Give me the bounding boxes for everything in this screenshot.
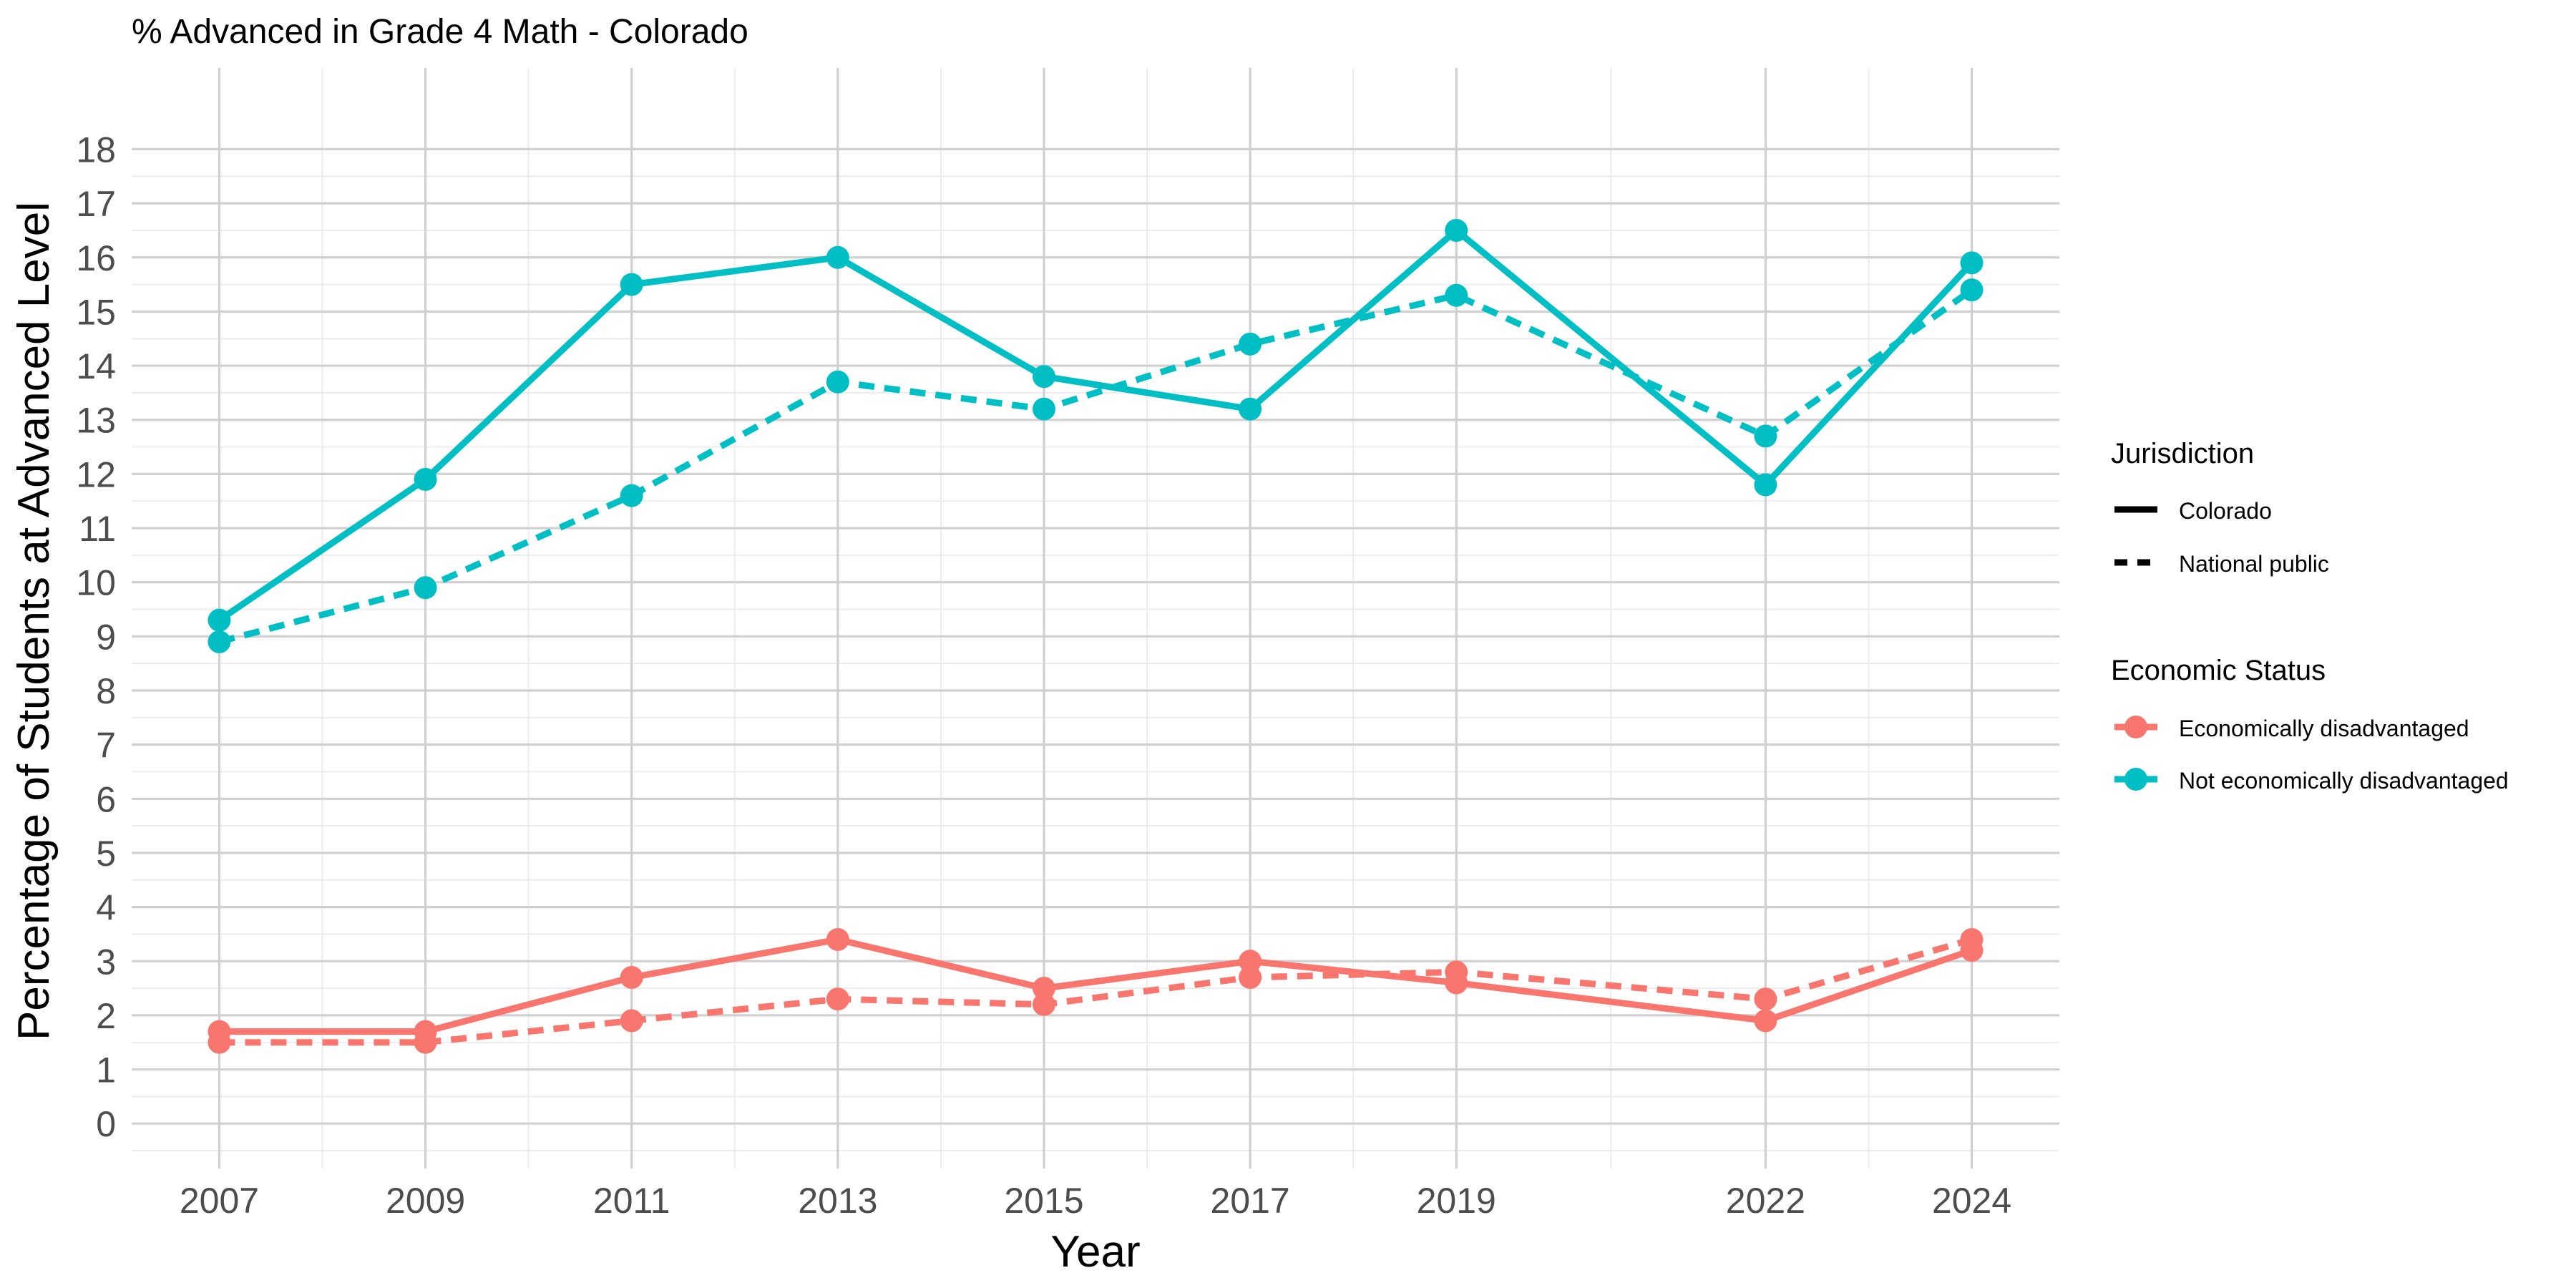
data-point-economically-disadvantaged-colorado-2015 — [1032, 977, 1055, 1000]
major-grid — [132, 68, 2059, 1169]
data-point-economically-disadvantaged-national-public-2022 — [1754, 987, 1777, 1011]
y-tick-label: 9 — [96, 617, 116, 657]
data-point-not-economically-disadvantaged-national-public-2013 — [826, 370, 849, 394]
y-tick-label: 16 — [76, 238, 116, 278]
data-point-not-economically-disadvantaged-national-public-2022 — [1754, 424, 1777, 448]
y-tick-label: 14 — [76, 346, 116, 386]
data-point-not-economically-disadvantaged-national-public-2017 — [1239, 332, 1262, 356]
data-point-not-economically-disadvantaged-colorado-2024 — [1960, 251, 1984, 275]
y-tick-label: 11 — [79, 509, 116, 549]
data-point-economically-disadvantaged-national-public-2007 — [208, 1030, 231, 1054]
y-tick-label: 1 — [96, 1050, 116, 1091]
data-point-not-economically-disadvantaged-national-public-2009 — [414, 576, 437, 600]
legend-title-jurisdiction: Jurisdiction — [2111, 438, 2254, 469]
y-tick-label: 0 — [96, 1104, 116, 1144]
data-point-economically-disadvantaged-colorado-2013 — [826, 927, 849, 951]
data-point-not-economically-disadvantaged-colorado-2007 — [208, 608, 231, 632]
y-tick-label: 13 — [76, 401, 116, 441]
data-point-not-economically-disadvantaged-national-public-2007 — [208, 630, 231, 653]
x-tick-label: 2022 — [1726, 1181, 1805, 1221]
data-point-not-economically-disadvantaged-colorado-2013 — [826, 245, 849, 269]
y-tick-label: 6 — [96, 779, 116, 819]
y-tick-label: 2 — [96, 996, 116, 1036]
data-point-economically-disadvantaged-colorado-2011 — [620, 965, 643, 989]
legend-title-economic-status: Economic Status — [2111, 655, 2326, 686]
data-point-not-economically-disadvantaged-national-public-2015 — [1032, 397, 1055, 421]
data-point-economically-disadvantaged-national-public-2015 — [1032, 992, 1055, 1016]
legend-key-point-not-economically-disadvantaged — [2124, 768, 2147, 791]
y-tick-label: 5 — [96, 834, 116, 874]
data-point-not-economically-disadvantaged-colorado-2015 — [1032, 365, 1055, 389]
legend-label-national-public: National public — [2179, 551, 2329, 577]
y-tick-label: 15 — [76, 292, 116, 332]
x-tick-label: 2011 — [593, 1181, 670, 1221]
series-layer — [208, 218, 1984, 1054]
x-tick-label: 2019 — [1417, 1181, 1496, 1221]
legend-label-colorado: Colorado — [2179, 498, 2272, 524]
legend-label-economically-disadvantaged: Economically disadvantaged — [2179, 716, 2469, 741]
x-tick-label: 2013 — [798, 1181, 877, 1221]
legend: Jurisdiction Colorado National public Ec… — [2111, 438, 2509, 794]
x-tick-label: 2015 — [1004, 1181, 1083, 1221]
data-point-economically-disadvantaged-national-public-2019 — [1445, 960, 1468, 984]
y-axis-title: Percentage of Students at Advanced Level — [9, 202, 59, 1040]
y-tick-label: 7 — [96, 726, 116, 766]
data-point-economically-disadvantaged-national-public-2024 — [1960, 927, 1984, 951]
x-tick-labels: 2007 2009 2011 2013 2015 2017 2019 2022 2024 — [180, 1181, 2011, 1221]
legend-key-point-economically-disadvantaged — [2124, 716, 2147, 738]
data-point-economically-disadvantaged-national-public-2011 — [620, 1009, 643, 1033]
data-point-economically-disadvantaged-national-public-2009 — [414, 1030, 437, 1054]
data-point-economically-disadvantaged-colorado-2017 — [1239, 950, 1262, 973]
x-tick-label: 2024 — [1932, 1181, 2011, 1221]
y-tick-label: 18 — [76, 130, 116, 170]
minor-grid — [132, 68, 2059, 1169]
legend-label-not-economically-disadvantaged: Not economically disadvantaged — [2179, 768, 2509, 794]
data-point-not-economically-disadvantaged-colorado-2022 — [1754, 473, 1777, 497]
data-point-economically-disadvantaged-colorado-2022 — [1754, 1009, 1777, 1033]
chart-title: % Advanced in Grade 4 Math - Colorado — [132, 13, 748, 51]
data-point-not-economically-disadvantaged-national-public-2019 — [1445, 283, 1468, 307]
data-point-economically-disadvantaged-national-public-2013 — [826, 987, 849, 1011]
y-tick-label: 12 — [76, 454, 116, 494]
x-axis-title: Year — [1050, 1227, 1140, 1277]
data-point-not-economically-disadvantaged-national-public-2024 — [1960, 278, 1984, 302]
data-point-not-economically-disadvantaged-colorado-2017 — [1239, 397, 1262, 421]
y-tick-label: 17 — [76, 184, 116, 224]
data-point-economically-disadvantaged-national-public-2017 — [1239, 965, 1262, 989]
y-tick-label: 4 — [96, 888, 116, 928]
x-tick-label: 2017 — [1210, 1181, 1289, 1221]
y-tick-label: 3 — [96, 942, 116, 982]
y-tick-label: 8 — [96, 671, 116, 711]
y-tick-label: 10 — [76, 563, 116, 603]
data-point-not-economically-disadvantaged-colorado-2019 — [1445, 218, 1468, 242]
x-tick-label: 2007 — [180, 1181, 259, 1221]
data-point-not-economically-disadvantaged-colorado-2011 — [620, 273, 643, 296]
data-point-not-economically-disadvantaged-colorado-2009 — [414, 467, 437, 491]
x-tick-label: 2009 — [386, 1181, 465, 1221]
data-point-not-economically-disadvantaged-national-public-2011 — [620, 484, 643, 507]
